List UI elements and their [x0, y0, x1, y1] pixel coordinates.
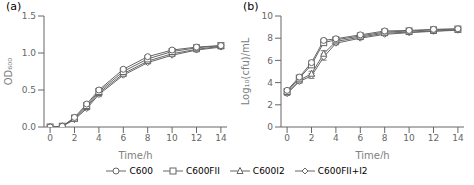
svg-text:Log₁₀(cfu)/mL: Log₁₀(cfu)/mL — [240, 37, 251, 105]
svg-text:4: 4 — [267, 78, 273, 88]
svg-text:6: 6 — [120, 133, 126, 143]
svg-text:10: 10 — [166, 133, 178, 143]
svg-text:2: 2 — [309, 133, 315, 143]
svg-text:8: 8 — [145, 133, 151, 143]
html-text:C600I2: C600I2 — [252, 166, 285, 176]
svg-text:0: 0 — [47, 133, 53, 143]
svg-text:1.5: 1.5 — [22, 11, 36, 21]
svg-text:1.0: 1.0 — [22, 48, 37, 58]
svg-text:12: 12 — [428, 133, 439, 143]
svg-text:14: 14 — [452, 133, 464, 143]
svg-text:4: 4 — [333, 133, 339, 143]
html-text:C600FII+I2: C600FII+I2 — [317, 166, 368, 176]
svg-text:6: 6 — [267, 56, 273, 66]
svg-text:OD₆₀₀: OD₆₀₀ — [8, 58, 14, 86]
svg-text:14: 14 — [215, 133, 227, 143]
html-text:(b): (b) — [243, 0, 259, 13]
svg-text:0.0: 0.0 — [22, 122, 37, 132]
svg-text:6: 6 — [357, 133, 363, 143]
svg-text:2: 2 — [72, 133, 78, 143]
svg-text:Time/h: Time/h — [354, 150, 389, 159]
svg-text:8: 8 — [267, 33, 273, 43]
svg-text:0: 0 — [284, 133, 290, 143]
html-text:C600: C600 — [129, 166, 153, 176]
svg-text:12: 12 — [191, 133, 202, 143]
svg-text:8: 8 — [382, 133, 388, 143]
svg-text:4: 4 — [96, 133, 102, 143]
svg-text:10: 10 — [403, 133, 415, 143]
html-text:(a): (a) — [6, 0, 22, 13]
html-text:C600FII: C600FII — [185, 166, 220, 176]
svg-text:0.5: 0.5 — [22, 85, 36, 95]
svg-text:10: 10 — [262, 11, 274, 21]
svg-text:0: 0 — [267, 122, 273, 132]
svg-text:Time/h: Time/h — [117, 150, 152, 159]
svg-text:2: 2 — [267, 100, 273, 110]
